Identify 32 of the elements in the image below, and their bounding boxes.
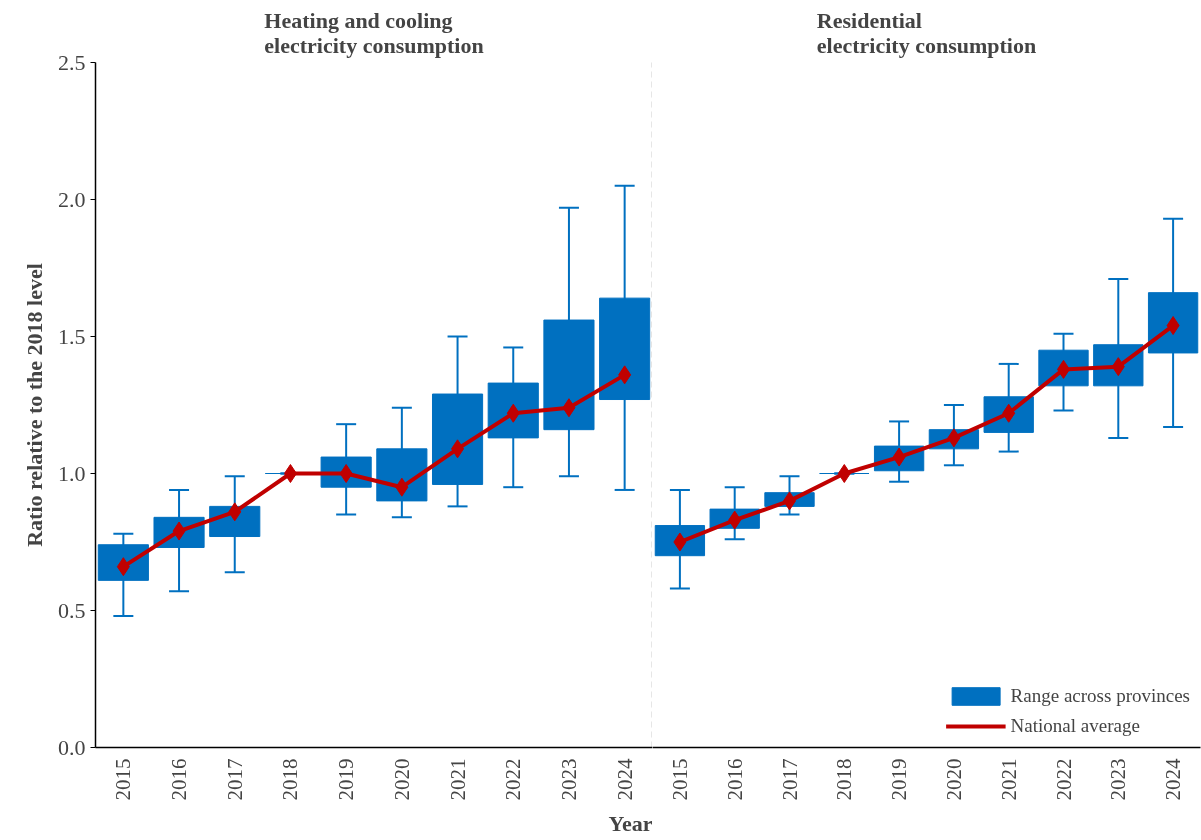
legend-label: National average [1010, 715, 1140, 737]
x-tick-label: 2024 [612, 758, 637, 801]
x-tick-label: 2019 [887, 758, 912, 801]
x-tick-label: 2022 [1051, 758, 1076, 801]
x-tick-label: 2019 [334, 758, 359, 801]
x-tick-label: 2022 [501, 758, 526, 801]
y-tick-label: 1.5 [58, 323, 86, 349]
x-tick-label: 2020 [941, 758, 966, 801]
y-tick-label: 1.0 [58, 460, 86, 486]
x-axis-title: Year [608, 810, 653, 836]
x-tick-label: 2016 [722, 758, 747, 801]
x-tick-label: 2017 [777, 758, 802, 801]
x-tick-label: 2021 [445, 758, 470, 801]
x-tick-label: 2024 [1161, 758, 1186, 801]
x-tick-label: 2023 [1106, 758, 1131, 801]
x-tick-label: 2015 [111, 758, 136, 801]
y-tick-label: 2.0 [58, 186, 86, 212]
x-tick-label: 2020 [389, 758, 414, 801]
y-tick-label: 2.5 [58, 49, 86, 75]
x-tick-label: 2018 [278, 758, 303, 801]
y-tick-label: 0.5 [58, 597, 86, 623]
chart-title: Residential electricity consumption [816, 7, 1037, 58]
chart-title: Heating and cooling electricity consumption [264, 7, 484, 58]
x-tick-label: 2023 [556, 758, 581, 801]
y-axis-title: Ratio relative to the 2018 level [22, 263, 47, 547]
x-tick-label: 2016 [167, 758, 192, 801]
y-tick-label: 0.0 [58, 734, 86, 760]
x-tick-label: 2015 [667, 758, 692, 801]
x-tick-label: 2018 [832, 758, 857, 801]
x-tick-label: 2021 [996, 758, 1021, 801]
legend-label: Range across provinces [1010, 685, 1190, 707]
x-tick-label: 2017 [222, 758, 247, 801]
